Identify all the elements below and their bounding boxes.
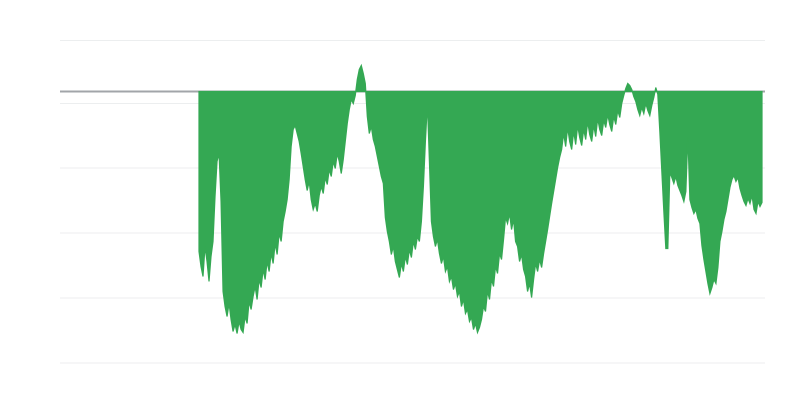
area-series-path (198, 63, 763, 335)
area-series (198, 63, 763, 335)
